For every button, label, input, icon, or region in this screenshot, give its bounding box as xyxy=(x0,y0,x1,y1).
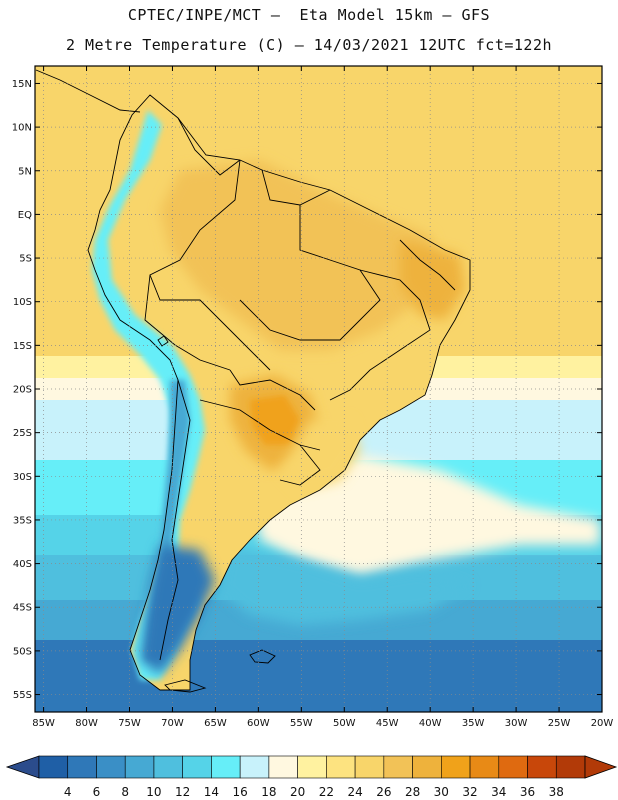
cool-shelf-area xyxy=(220,545,470,625)
lon-tick-label: 65W xyxy=(204,718,227,729)
lon-tick-label: 50W xyxy=(333,718,356,729)
border-brazil-uruguay xyxy=(279,444,321,486)
colorbar-swatch xyxy=(469,755,500,779)
brazil-states xyxy=(239,205,381,341)
colorbar-label: 28 xyxy=(405,785,420,799)
lat-tick-label: 20S xyxy=(13,385,32,396)
border-venezuela-colombia xyxy=(177,117,241,176)
colorbar-label: 26 xyxy=(376,785,391,799)
colorbar-swatch xyxy=(268,755,298,779)
colorbar-label: 8 xyxy=(121,785,129,799)
lat-tick-label: 55S xyxy=(13,690,32,701)
border-guianas xyxy=(261,169,331,206)
colorbar-swatch xyxy=(354,755,385,779)
border-bolivia-paraguay xyxy=(229,369,316,411)
temperature-field xyxy=(35,66,602,712)
colorbar-upper-arrow xyxy=(584,755,618,779)
colorbar-swatch xyxy=(211,755,241,779)
lon-tick-label: 70W xyxy=(161,718,184,729)
lon-tick-label: 75W xyxy=(118,718,141,729)
lake-titicaca xyxy=(157,335,169,347)
lat-tick-label: 15S xyxy=(13,341,32,352)
southern-brazil-warm xyxy=(280,420,360,490)
lon-tick-label: 55W xyxy=(290,718,313,729)
colorbar-swatch xyxy=(38,755,69,779)
lon-tick-label: 35W xyxy=(462,718,485,729)
colorbar-label: 22 xyxy=(319,785,334,799)
lon-tick-label: 20W xyxy=(591,718,614,729)
lat-tick-label: 30S xyxy=(13,472,32,483)
lat-tick-label: 15N xyxy=(12,79,32,90)
colorbar-label: 4 xyxy=(64,785,72,799)
colorbar-label: 12 xyxy=(175,785,190,799)
lat-tick-label: 5N xyxy=(18,166,32,177)
lat-tick-label: EQ xyxy=(18,210,32,221)
colorbar-label: 24 xyxy=(347,785,362,799)
lat-tick-label: 45S xyxy=(13,603,32,614)
map-title-line1: CPTEC/INPE/MCT – Eta Model 15km – GFS xyxy=(127,6,491,24)
warm-shelf-area xyxy=(250,455,600,575)
lon-tick-label: 80W xyxy=(75,718,98,729)
amazon-warm-region xyxy=(160,160,440,350)
andes-cold-ridge xyxy=(92,110,205,680)
lat-tick-label: 10N xyxy=(12,123,32,134)
colorbar-swatch xyxy=(441,755,471,779)
colorbar-label: 18 xyxy=(261,785,276,799)
colorbar-label: 36 xyxy=(520,785,535,799)
colorbar-swatch xyxy=(326,755,356,779)
colorbar-label: 34 xyxy=(491,785,506,799)
colorbar-label: 32 xyxy=(462,785,477,799)
colorbar-label: 10 xyxy=(146,785,161,799)
lat-tick-label: 25S xyxy=(13,428,32,439)
colorbar-swatch xyxy=(527,755,557,779)
border-peru-bolivia xyxy=(144,274,231,371)
border-brazil-west xyxy=(149,159,271,371)
band-55s xyxy=(35,640,602,712)
colorbar-label: 38 xyxy=(549,785,564,799)
colorbar-label: 20 xyxy=(290,785,305,799)
colorbar-swatch xyxy=(153,755,183,779)
coastline xyxy=(87,94,471,691)
colorbar-swatch xyxy=(67,755,97,779)
tierra-del-fuego xyxy=(164,679,207,693)
colorbar-lower-arrow xyxy=(5,755,40,779)
colorbar-swatch xyxy=(182,755,212,779)
lat-tick-label: 35S xyxy=(13,515,32,526)
colorbar-swatch xyxy=(412,755,442,779)
lon-tick-label: 25W xyxy=(548,718,571,729)
lon-tick-label: 60W xyxy=(247,718,270,729)
lat-tick-label: 10S xyxy=(13,297,32,308)
lon-tick-label: 85W xyxy=(32,718,55,729)
colorbar: 4 6 8 10 12 14 16 18 20 22 24 26 28 30 32 34 36 38 xyxy=(5,755,618,799)
lat-tick-label: 5S xyxy=(19,254,32,265)
brazil-states-3 xyxy=(399,239,456,291)
colorbar-label: 30 xyxy=(434,785,449,799)
lon-tick-label: 30W xyxy=(505,718,528,729)
lon-tick-label: 45W xyxy=(376,718,399,729)
colorbar-swatch xyxy=(239,755,270,779)
longitude-axis: 85W 80W 75W 70W 65W 60W 55W 50W 45W 40W 35W 30W 25W 2… xyxy=(32,66,613,729)
colorbar-label: 16 xyxy=(233,785,248,799)
lat-tick-label: 50S xyxy=(13,646,32,657)
colorbar-swatch xyxy=(297,755,327,779)
colorbar-label: 6 xyxy=(93,785,101,799)
latitude-axis: 15N 10N 5N EQ 5S 10S 15S 20S 25S 30S 35S 40S 45S 50S 5… xyxy=(12,79,602,701)
central-america xyxy=(35,69,141,113)
northeast-brazil-warm xyxy=(400,240,465,320)
colorbar-label: 14 xyxy=(204,785,219,799)
colorbar-swatch xyxy=(498,755,528,779)
lat-tick-label: 40S xyxy=(13,559,32,570)
colorbar-swatch xyxy=(96,755,126,779)
colorbar-swatch xyxy=(383,755,413,779)
lon-tick-label: 40W xyxy=(419,718,442,729)
patagonia-cold-region xyxy=(140,545,215,675)
colorbar-swatch xyxy=(555,755,586,779)
border-argentina-north xyxy=(199,399,321,451)
map-title-line2: 2 Metre Temperature (C) – 14/03/2021 12U… xyxy=(65,36,553,54)
brazil-states-2 xyxy=(329,269,431,401)
graticule xyxy=(35,66,602,712)
colorbar-swatch xyxy=(124,755,155,779)
